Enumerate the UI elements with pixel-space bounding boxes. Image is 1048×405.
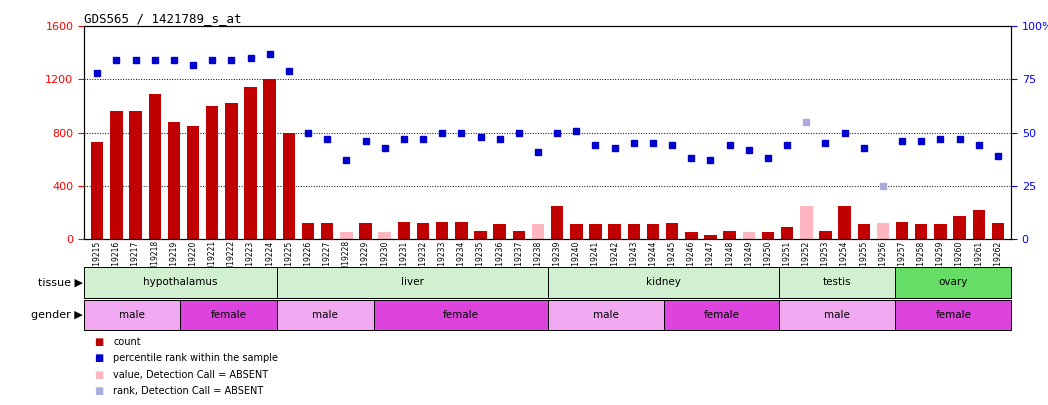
Bar [341, 232, 352, 239]
Bar [896, 222, 909, 239]
Text: hypothalamus: hypothalamus [144, 277, 218, 288]
Text: liver: liver [401, 277, 423, 288]
Bar [685, 232, 698, 239]
Bar [187, 126, 199, 239]
Text: gender ▶: gender ▶ [31, 310, 83, 320]
Text: tissue ▶: tissue ▶ [38, 277, 83, 288]
Bar [225, 103, 238, 239]
Bar [609, 224, 620, 239]
Bar [374, 300, 547, 330]
Bar [780, 300, 895, 330]
Bar [589, 224, 602, 239]
Text: percentile rank within the sample: percentile rank within the sample [113, 354, 278, 363]
Bar [547, 300, 663, 330]
Text: kidney: kidney [646, 277, 681, 288]
Text: ■: ■ [94, 370, 104, 379]
Bar [129, 111, 141, 239]
Bar [277, 267, 547, 298]
Bar [359, 223, 372, 239]
Bar [84, 300, 180, 330]
Bar [277, 300, 374, 330]
Bar [551, 206, 564, 239]
Bar [857, 224, 870, 239]
Text: value, Detection Call = ABSENT: value, Detection Call = ABSENT [113, 370, 268, 379]
Bar [915, 224, 927, 239]
Bar [547, 267, 780, 298]
Bar [820, 231, 832, 239]
Text: male: male [312, 310, 339, 320]
Bar [244, 87, 257, 239]
Bar [704, 235, 717, 239]
Text: ■: ■ [94, 386, 104, 396]
Bar [665, 223, 678, 239]
Bar [302, 223, 314, 239]
Bar [417, 223, 430, 239]
Bar [743, 232, 755, 239]
Bar [954, 216, 966, 239]
Bar [84, 267, 277, 298]
Bar [973, 210, 985, 239]
Bar [723, 231, 736, 239]
Bar [206, 106, 218, 239]
Bar [91, 142, 104, 239]
Text: male: male [119, 310, 145, 320]
Bar [149, 94, 161, 239]
Bar [838, 206, 851, 239]
Text: female: female [703, 310, 740, 320]
Bar [934, 224, 946, 239]
Bar [895, 300, 1011, 330]
Text: testis: testis [823, 277, 852, 288]
Bar [455, 222, 467, 239]
Bar [762, 232, 774, 239]
Bar [110, 111, 123, 239]
Bar [436, 222, 449, 239]
Bar [628, 224, 640, 239]
Text: male: male [825, 310, 850, 320]
Text: male: male [592, 310, 618, 320]
Bar [991, 223, 1004, 239]
Bar [263, 79, 276, 239]
Bar [321, 223, 333, 239]
Bar [378, 232, 391, 239]
Bar [895, 267, 1011, 298]
Bar [397, 222, 410, 239]
Bar [512, 231, 525, 239]
Text: ■: ■ [94, 337, 104, 347]
Text: ■: ■ [94, 354, 104, 363]
Bar [531, 224, 544, 239]
Bar [570, 224, 583, 239]
Text: female: female [211, 310, 246, 320]
Bar [877, 223, 889, 239]
Bar [494, 224, 506, 239]
Text: female: female [936, 310, 971, 320]
Bar [781, 227, 793, 239]
Text: rank, Detection Call = ABSENT: rank, Detection Call = ABSENT [113, 386, 263, 396]
Bar [800, 206, 812, 239]
Text: count: count [113, 337, 140, 347]
Bar [168, 122, 180, 239]
Text: GDS565 / 1421789_s_at: GDS565 / 1421789_s_at [84, 12, 241, 25]
Bar [780, 267, 895, 298]
Bar [647, 224, 659, 239]
Text: ovary: ovary [939, 277, 968, 288]
Bar [180, 300, 277, 330]
Bar [283, 133, 296, 239]
Bar [663, 300, 780, 330]
Bar [475, 231, 486, 239]
Text: female: female [442, 310, 479, 320]
